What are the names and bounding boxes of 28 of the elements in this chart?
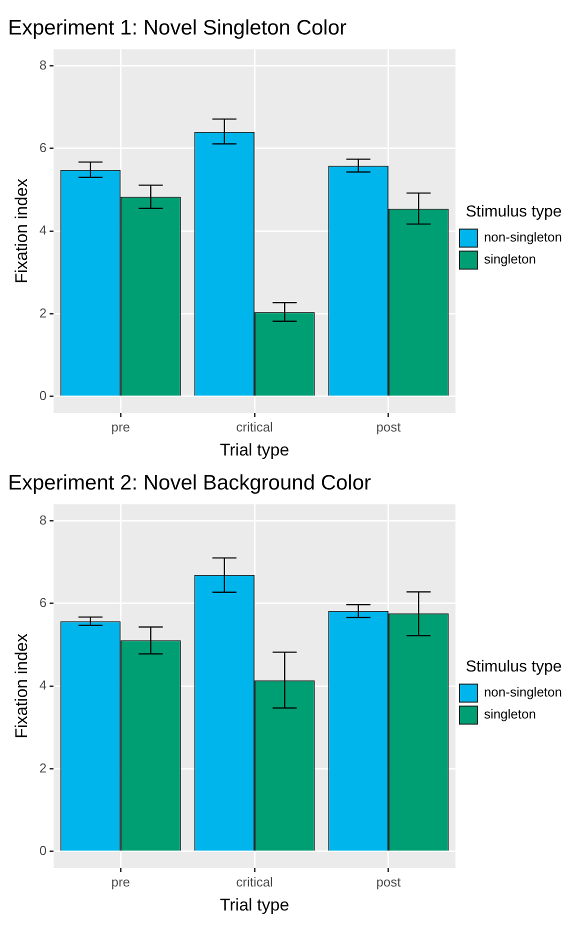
legend-label: singleton <box>484 252 536 267</box>
y-tick-label: 6 <box>39 594 47 610</box>
legend-label: singleton <box>484 706 536 722</box>
y-tick-label: 2 <box>39 305 47 320</box>
y-tick-label: 6 <box>39 140 47 155</box>
x-tick-label: post <box>376 874 402 890</box>
legend-label: non-singleton <box>484 230 562 245</box>
x-tick-label: critical <box>236 419 274 434</box>
chart-title: Experiment 2: Novel Background Color <box>8 471 372 494</box>
x-tick-label: pre <box>111 874 130 890</box>
y-tick-label: 8 <box>39 512 47 528</box>
chart-title: Experiment 1: Novel Singleton Color <box>8 16 347 40</box>
legend-title: Stimulus type <box>466 203 562 220</box>
y-tick-label: 0 <box>39 843 47 858</box>
x-axis-title: Trial type <box>220 440 290 460</box>
legend-label: non-singleton <box>484 684 562 700</box>
x-axis-title: Trial type <box>220 895 290 914</box>
x-tick-label: critical <box>236 874 274 890</box>
y-tick-label: 2 <box>39 760 47 776</box>
legend-title: Stimulus type <box>466 658 562 676</box>
y-tick-label: 0 <box>39 388 47 404</box>
x-tick-label: post <box>376 419 402 434</box>
y-tick-label: 8 <box>39 57 47 72</box>
y-tick-label: 4 <box>39 222 47 238</box>
y-tick-label: 4 <box>39 678 47 693</box>
y-axis-title: Fixation index <box>12 178 31 284</box>
x-tick-label: pre <box>111 419 130 434</box>
y-axis-title: Fixation index <box>12 633 31 739</box>
